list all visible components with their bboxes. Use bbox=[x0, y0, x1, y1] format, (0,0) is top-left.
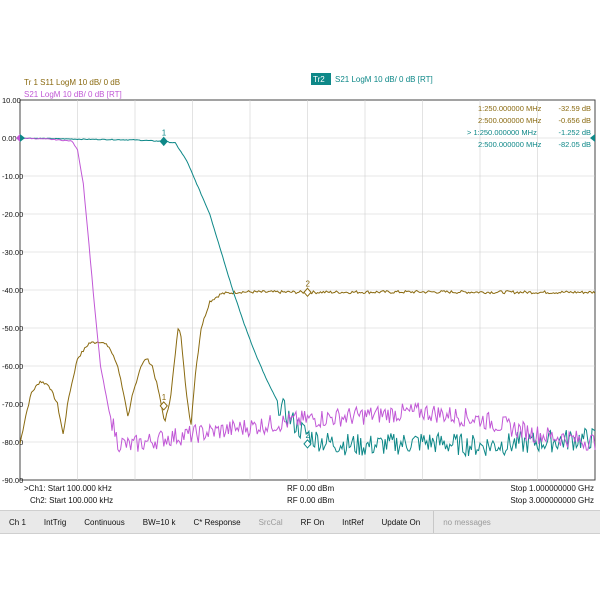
ch2-stop: Stop 3.000000000 GHz bbox=[510, 496, 594, 505]
toolbar-calibration[interactable]: C* Response bbox=[193, 517, 241, 527]
sweep-footer: >Ch1: Start 100.000 kHz Ch2: Start 100.0… bbox=[24, 484, 594, 505]
y-tick-label: -40.00 bbox=[2, 286, 23, 295]
grid bbox=[20, 100, 595, 480]
trace-markers: 1 2 1 2 bbox=[159, 128, 312, 449]
ch1-rf-power: RF 0.00 dBm bbox=[287, 484, 334, 493]
y-tick-label: -10.00 bbox=[2, 172, 23, 181]
marker-readout-value: -32.59 dB bbox=[558, 104, 591, 113]
y-tick-label: -30.00 bbox=[2, 248, 23, 257]
marker-readout-value: -82.05 dB bbox=[558, 140, 591, 149]
marker-diamond[interactable] bbox=[303, 439, 312, 449]
reference-arrow-right bbox=[590, 134, 595, 142]
plot-area[interactable]: 10.00 0.00 -10.00 -20.00 -30.00 -40.00 -50.00 -… bbox=[2, 96, 596, 485]
trace-header-1[interactable]: Tr 1 S11 LogM 10 dB/ 0 dB bbox=[24, 78, 120, 87]
y-tick-label: 10.00 bbox=[2, 96, 21, 105]
trace-2-label: S21 LogM 10 dB/ 0 dB [RT] bbox=[335, 75, 433, 84]
marker-readout-name: > 1:250.000000 MHz bbox=[467, 128, 537, 137]
toolbar-update[interactable]: Update On bbox=[381, 517, 421, 527]
marker-readout-name: 2:500.000000 MHz bbox=[478, 140, 542, 149]
ch1-start: >Ch1: Start 100.000 kHz bbox=[24, 484, 112, 493]
trace-2-badge-box bbox=[311, 73, 331, 85]
reference-arrow-left-2 bbox=[16, 134, 20, 142]
toolbar-trigger[interactable]: IntTrig bbox=[43, 517, 67, 527]
y-tick-label: -90.00 bbox=[2, 476, 23, 485]
y-tick-label: -20.00 bbox=[2, 210, 23, 219]
marker-number: 2 bbox=[306, 431, 311, 440]
ch2-rf-power: RF 0.00 dBm bbox=[287, 496, 334, 505]
trace-line-3 bbox=[19, 137, 596, 453]
marker-readout-name: 2:500.000000 MHz bbox=[478, 116, 542, 125]
marker-diamond[interactable] bbox=[159, 136, 168, 147]
reference-arrow-left bbox=[20, 134, 25, 142]
reference-arrows bbox=[16, 134, 595, 142]
y-tick-label: -80.00 bbox=[2, 438, 23, 447]
marker-readout-value: -0.656 dB bbox=[558, 116, 591, 125]
ch1-stop: Stop 1.000000000 GHz bbox=[510, 484, 594, 493]
toolbar-messages: no messages bbox=[433, 511, 500, 533]
marker-readout-value: -1.252 dB bbox=[558, 128, 591, 137]
marker-diamond[interactable] bbox=[303, 287, 312, 298]
trace-header-2[interactable]: Tr2 S21 LogM 10 dB/ 0 dB [RT] bbox=[311, 73, 433, 85]
trace-line-2 bbox=[19, 137, 596, 458]
y-tick-label: 0.00 bbox=[2, 134, 17, 143]
toolbar-reference[interactable]: IntRef bbox=[342, 517, 364, 527]
y-tick-label: -70.00 bbox=[2, 400, 23, 409]
trace-2-badge: Tr2 bbox=[313, 75, 325, 84]
trace-header-3[interactable]: S21 LogM 10 dB/ 0 dB [RT] bbox=[24, 90, 122, 99]
y-tick-label: -60.00 bbox=[2, 362, 23, 371]
marker-number: 2 bbox=[306, 279, 311, 288]
marker-number: 1 bbox=[162, 393, 167, 402]
status-toolbar: Ch 1 IntTrig Continuous BW=10 k C* Respo… bbox=[0, 510, 600, 534]
y-tick-label: -50.00 bbox=[2, 324, 23, 333]
ch2-start: Ch2: Start 100.000 kHz bbox=[30, 496, 113, 505]
toolbar-source-cal[interactable]: SrcCal bbox=[258, 517, 283, 527]
toolbar-sweep-mode[interactable]: Continuous bbox=[84, 517, 125, 527]
toolbar-bandwidth[interactable]: BW=10 k bbox=[142, 517, 176, 527]
marker-readout: 1:250.000000 MHz -32.59 dB 2:500.000000 … bbox=[467, 104, 591, 149]
marker-readout-name: 1:250.000000 MHz bbox=[478, 104, 542, 113]
y-tick-labels: 10.00 0.00 -10.00 -20.00 -30.00 -40.00 -50.00 -… bbox=[2, 96, 23, 485]
marker-diamond[interactable] bbox=[159, 401, 168, 411]
toolbar-channel[interactable]: Ch 1 bbox=[9, 517, 26, 527]
toolbar-rf-power[interactable]: RF On bbox=[300, 517, 325, 527]
marker-number: 1 bbox=[162, 128, 167, 137]
